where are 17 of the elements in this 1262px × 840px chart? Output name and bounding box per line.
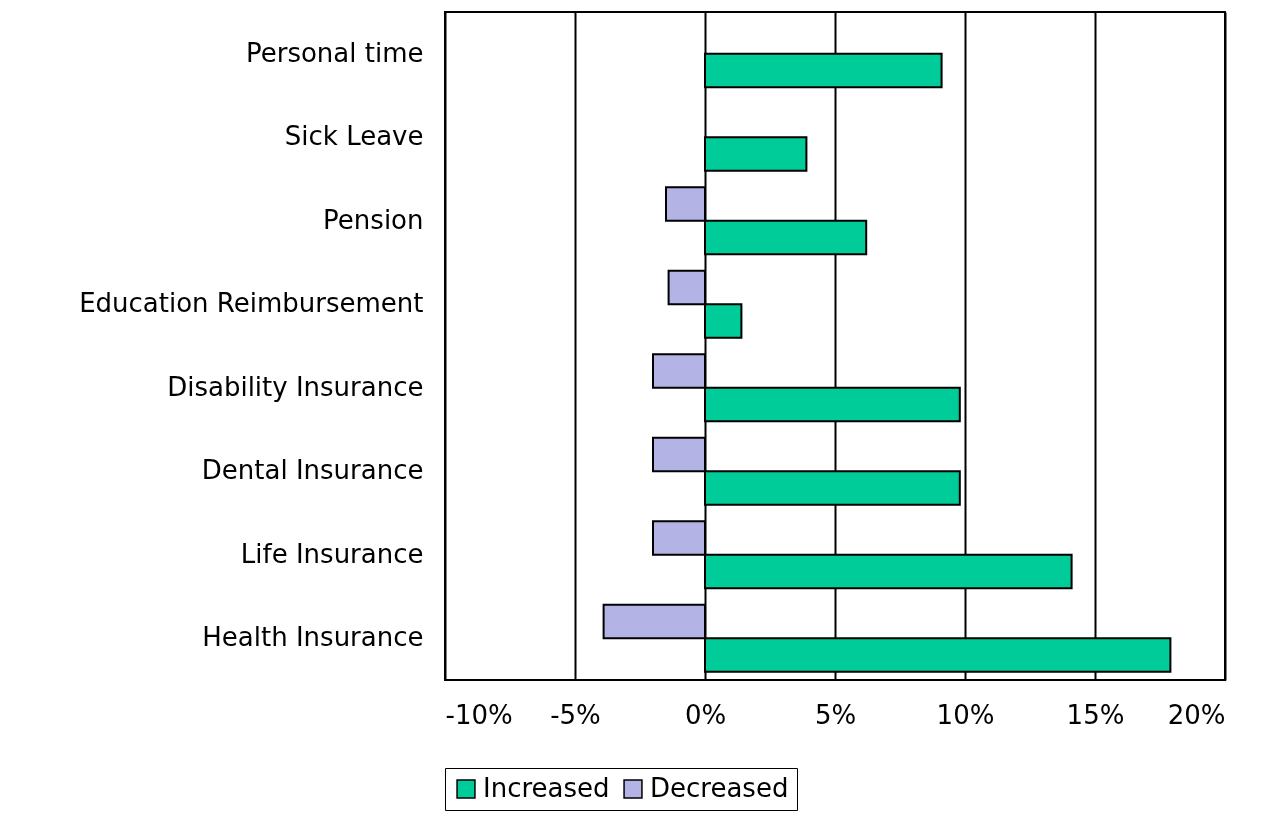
x-tick-label: 15% <box>1066 699 1125 730</box>
x-tick-label: 20% <box>1167 699 1226 730</box>
y-tick-label: Dental Insurance <box>201 455 424 486</box>
y-tick-label: Personal time <box>245 37 424 68</box>
x-tick-label: 10% <box>936 699 995 730</box>
x-tick-label: -10% <box>445 699 513 730</box>
y-tick-label: Education Reimbursement <box>79 288 424 319</box>
x-tick-label: 0% <box>684 699 727 730</box>
legend-label: Decreased <box>650 773 789 803</box>
y-tick-label: Health Insurance <box>202 622 424 653</box>
y-tick-label: Disability Insurance <box>167 371 424 402</box>
x-tick-label: -5% <box>550 699 601 730</box>
y-tick-label: Sick Leave <box>284 121 424 152</box>
legend-label: Increased <box>483 773 610 803</box>
x-tick-label: 5% <box>814 699 857 730</box>
y-tick-label: Pension <box>323 204 424 235</box>
y-tick-label: Life Insurance <box>240 538 424 569</box>
